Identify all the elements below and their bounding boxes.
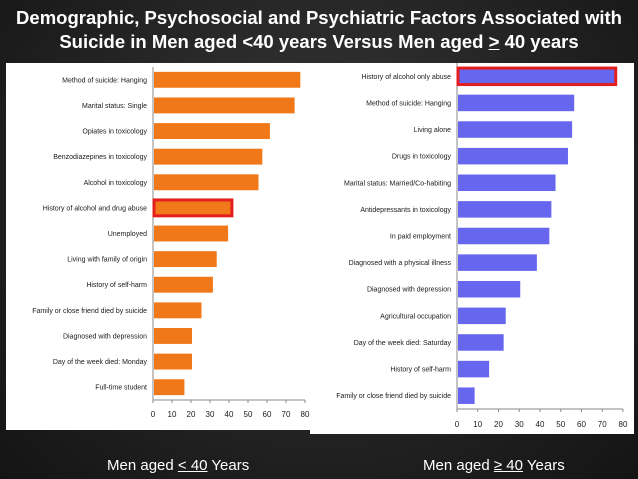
caption-under-40: Men aged < 40 Years (107, 457, 249, 474)
category-label: In paid employment (390, 234, 451, 241)
caption-left-underlined: < 40 (177, 457, 208, 474)
category-label: Family or close friend died by suicide (32, 308, 147, 315)
bar (458, 360, 490, 378)
category-label: Benzodiazepines in toxicology (53, 154, 147, 161)
bar (154, 353, 192, 370)
x-tick-label: 40 (225, 410, 234, 419)
bar-highlighted (456, 66, 618, 87)
bar (458, 307, 506, 325)
x-tick-label: 70 (598, 420, 607, 429)
bar (154, 328, 192, 344)
category-label: Day of the week died: Saturday (354, 340, 452, 347)
category-label: History of alcohol and drug abuse (43, 205, 147, 212)
bar (458, 334, 504, 351)
x-tick-label: 50 (556, 420, 565, 429)
x-tick-label: 80 (301, 410, 310, 419)
x-tick-label: 10 (473, 420, 482, 429)
category-label: Alcohol in toxicology (84, 180, 148, 187)
title-line-2: Suicide in Men aged <40 years Versus Men… (0, 30, 638, 54)
x-tick-label: 60 (263, 410, 272, 419)
bar (154, 174, 259, 191)
chart-panel-40-plus: History of alcohol only abuse Method of s… (310, 63, 634, 434)
bar (154, 302, 202, 319)
bar (458, 227, 550, 245)
chart-panel-under-40: Method of suicide: Hanging Marital status… (6, 63, 311, 430)
category-label: Living alone (414, 127, 451, 134)
category-label: Full-time student (95, 385, 147, 392)
category-label: Agricultural occupation (380, 313, 451, 320)
category-label: Day of the week died: Monday (53, 359, 148, 366)
bar (458, 254, 537, 271)
bar (154, 123, 270, 139)
category-label: Opiates in toxicology (82, 129, 147, 136)
x-tick-label: 30 (515, 420, 524, 429)
bar (458, 147, 568, 165)
category-label: Marital status: Married/Co-habiting (344, 180, 451, 187)
category-label: Drugs in toxicology (392, 154, 452, 161)
bar (458, 121, 573, 138)
category-label: Method of suicide: Hanging (366, 100, 451, 107)
category-label: Diagnosed with depression (63, 333, 147, 340)
category-label: Family or close friend died by suicide (336, 393, 451, 400)
x-tick-label: 30 (206, 410, 215, 419)
category-label: Living with family of origin (67, 257, 147, 264)
x-tick-label: 0 (151, 410, 156, 419)
category-label: Marital status: Single (82, 103, 147, 110)
title-line-2-prefix: Suicide in Men aged <40 years Versus Men… (59, 31, 489, 52)
chart-title: Demographic, Psychosocial and Psychiatri… (0, 6, 638, 54)
bar (458, 201, 552, 218)
bar-chart-under-40: Method of suicide: Hanging Marital status… (32, 67, 310, 419)
bar (154, 97, 295, 114)
x-tick-label: 70 (282, 410, 291, 419)
x-tick-label: 20 (187, 410, 196, 419)
title-line-1: Demographic, Psychosocial and Psychiatri… (16, 7, 622, 28)
bar (154, 71, 301, 88)
category-label: Method of suicide: Hanging (62, 77, 147, 84)
bar (154, 225, 229, 242)
bar-highlighted (152, 198, 234, 218)
title-line-2-suffix: 40 years (499, 31, 579, 52)
category-label: History of self-harm (86, 282, 147, 289)
caption-right-underlined: ≥ 40 (493, 457, 523, 474)
x-tick-label: 20 (494, 420, 503, 429)
bar (154, 251, 217, 268)
caption-left-prefix: Men aged (107, 457, 178, 474)
x-tick-label: 40 (536, 420, 545, 429)
title-line-2-underlined: > (488, 31, 500, 52)
bar (154, 379, 185, 396)
x-tick-label: 0 (455, 420, 460, 429)
category-label: History of self-harm (390, 367, 451, 374)
bar (458, 280, 521, 298)
category-label: Unemployed (108, 231, 147, 238)
caption-left-suffix: Years (207, 457, 250, 474)
caption-right-suffix: Years (522, 457, 565, 474)
category-label: Antidepressants in toxicology (360, 207, 451, 214)
bar-chart-40-plus: History of alcohol only abuse Method of s… (336, 63, 628, 429)
x-tick-label: 60 (577, 420, 586, 429)
bar (458, 94, 575, 112)
bar (458, 387, 475, 404)
category-label: Diagnosed with depression (367, 287, 451, 294)
category-label: History of alcohol only abuse (362, 74, 452, 81)
bar (154, 148, 263, 165)
x-tick-label: 10 (168, 410, 177, 419)
bar (458, 174, 556, 192)
x-tick-label: 80 (619, 420, 628, 429)
x-tick-label: 50 (244, 410, 253, 419)
caption-right-prefix: Men aged (423, 457, 494, 474)
category-label: Diagnosed with a physical illness (349, 260, 452, 267)
bar (154, 276, 213, 293)
caption-40-plus: Men aged ≥ 40 Years (423, 457, 565, 474)
